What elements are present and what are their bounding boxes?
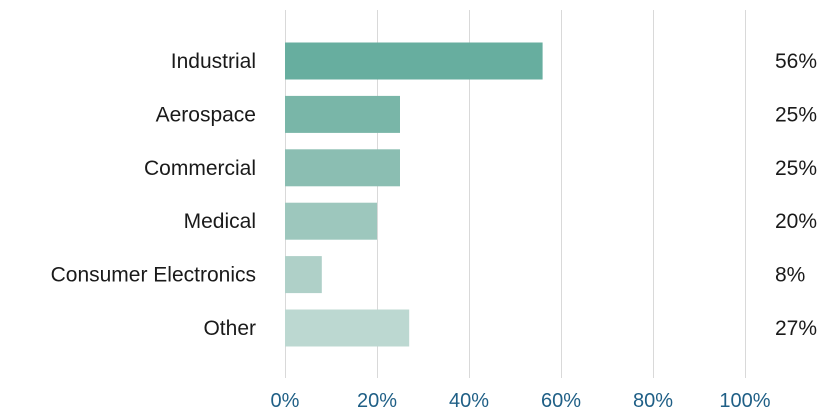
bars xyxy=(285,42,543,347)
x-tick-label: 80% xyxy=(633,390,673,412)
category-label: Industrial xyxy=(171,50,256,73)
value-label: 25% xyxy=(775,157,817,180)
category-label: Aerospace xyxy=(156,103,256,126)
bar xyxy=(285,309,410,347)
bar xyxy=(285,256,322,294)
bar xyxy=(285,202,377,240)
category-labels: Industrial Aerospace Commercial Medical Cons… xyxy=(51,50,256,340)
x-tick-label: 100% xyxy=(719,390,770,412)
value-label: 27% xyxy=(775,317,817,340)
x-tick-label: 0% xyxy=(271,390,300,412)
value-labels: 56% 25% 25% 20% 8% 27% xyxy=(775,50,817,340)
value-label: 56% xyxy=(775,50,817,73)
category-label: Medical xyxy=(184,210,256,233)
value-label: 25% xyxy=(775,103,817,126)
category-label: Consumer Electronics xyxy=(51,264,256,287)
x-axis-tick-labels: 0% 20% 40% 60% 80% 100% xyxy=(271,390,771,412)
x-tick-label: 60% xyxy=(541,390,581,412)
bar xyxy=(285,149,400,187)
x-tick-label: 20% xyxy=(357,390,397,412)
value-label: 20% xyxy=(775,210,817,233)
category-label: Other xyxy=(203,317,256,340)
category-label: Commercial xyxy=(144,157,256,180)
value-label: 8% xyxy=(775,264,805,287)
bar xyxy=(285,95,400,133)
bar xyxy=(285,42,543,80)
x-tick-label: 40% xyxy=(449,390,489,412)
